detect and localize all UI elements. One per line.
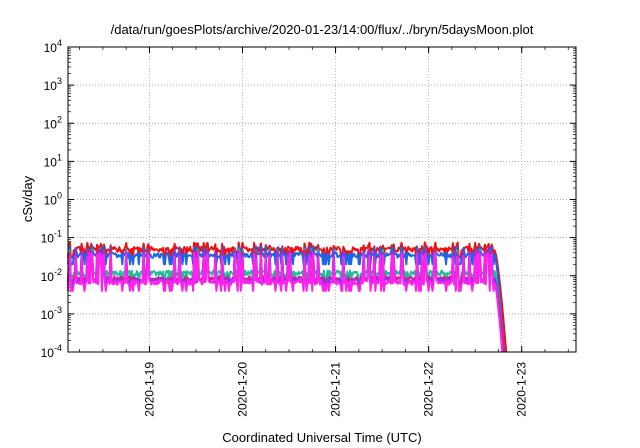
y-tick-label: 10-4 [41,343,62,360]
y-tick-label: 10-1 [41,229,62,246]
series-line [67,248,506,353]
series-line [67,245,506,353]
plot-area [68,47,576,352]
series-group [67,241,508,353]
y-tick-label: 103 [44,76,62,93]
x-tick-label: 2020-1-21 [329,362,343,417]
chart-title: /data/run/goesPlots/archive/2020-01-23/1… [111,22,534,37]
series-line [67,241,508,353]
y-tick-label: 104 [44,38,62,55]
y-tick-label: 102 [44,114,62,131]
x-tick-label: 2020-1-22 [422,362,436,417]
series-line [67,251,504,353]
y-tick-label: 100 [44,191,62,208]
x-tick-label: 2020-1-20 [236,362,250,417]
x-axis-label: Coordinated Universal Time (UTC) [222,430,421,445]
y-tick-label: 10-3 [41,305,62,322]
x-tick-label: 2020-1-19 [142,362,156,417]
x-axis: 2020-1-19 2020-1-20 2020-1-21 2020-1-22 2020… [79,47,569,417]
y-tick-label: 101 [44,152,62,169]
y-axis: 10-4 10-3 10-2 10-1 100 101 102 103 104 [41,38,576,360]
y-axis-label: cSv/day [20,175,35,222]
y-tick-label: 10-2 [41,267,62,284]
plot-frame [67,46,577,353]
x-tick-label: 2020-1-23 [515,362,529,417]
series-line [67,250,504,353]
